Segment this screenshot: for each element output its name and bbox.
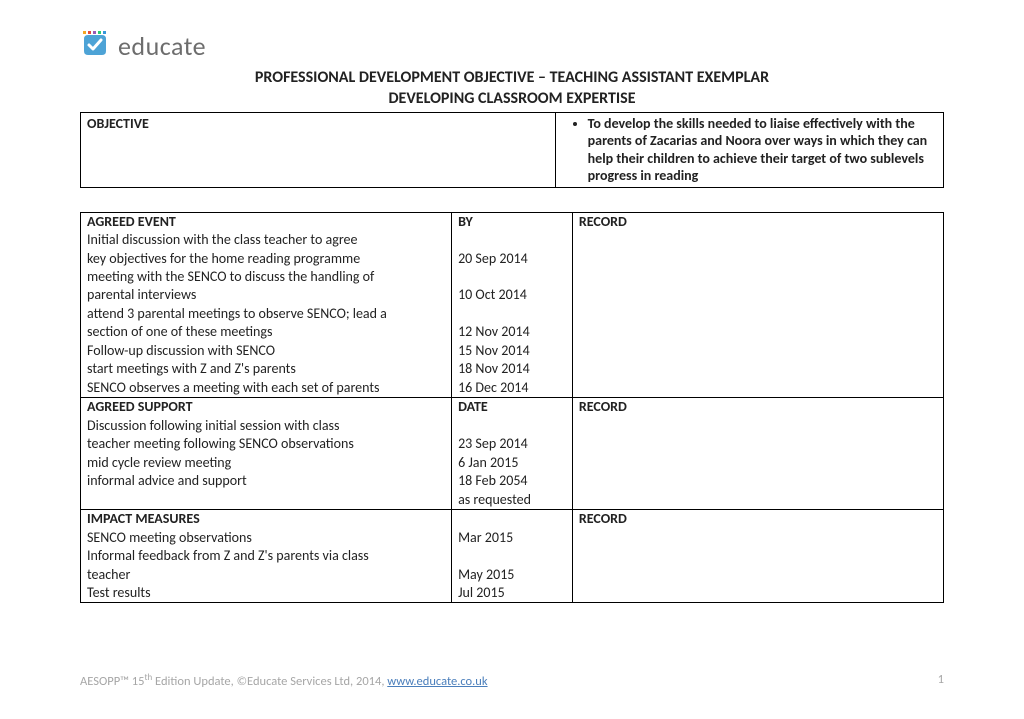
footer-text: AESOPP™ 15th Edition Update, ©Educate Se…: [80, 672, 488, 689]
table-row-record: [572, 454, 943, 472]
table-row-date: [452, 231, 573, 249]
objective-table: OBJECTIVE To develop the skills needed t…: [80, 112, 944, 188]
table-row-event: Test results: [81, 584, 452, 603]
agreed_event-header-left: AGREED EVENT: [81, 212, 452, 231]
table-row-event: teacher: [81, 566, 452, 584]
table-row-date: Jul 2015: [452, 584, 573, 603]
table-row-record: [572, 472, 943, 490]
table-row-record: [572, 286, 943, 304]
table-row-date: [452, 268, 573, 286]
table-row-record: [572, 379, 943, 398]
table-row-record: [572, 417, 943, 435]
table-row-date: 18 Nov 2014: [452, 360, 573, 378]
agreed_support-header-left: AGREED SUPPORT: [81, 398, 452, 417]
table-row-record: [572, 435, 943, 453]
table-row-record: [572, 360, 943, 378]
table-row-event: [81, 491, 452, 510]
title-line-1: PROFESSIONAL DEVELOPMENT OBJECTIVE – TEA…: [80, 68, 944, 89]
objective-bullet: To develop the skills needed to liaise e…: [588, 115, 937, 185]
table-row-record: [572, 250, 943, 268]
table-row-record: [572, 491, 943, 510]
objective-label: OBJECTIVE: [81, 112, 556, 187]
table-row-event: attend 3 parental meetings to observe SE…: [81, 305, 452, 323]
table-row-date: 23 Sep 2014: [452, 435, 573, 453]
table-row-event: start meetings with Z and Z's parents: [81, 360, 452, 378]
agreed_event-header-right: RECORD: [572, 212, 943, 231]
table-row-record: [572, 529, 943, 547]
table-row-date: 15 Nov 2014: [452, 342, 573, 360]
table-row-record: [572, 231, 943, 249]
agreed_support-header-right: RECORD: [572, 398, 943, 417]
table-row-record: [572, 305, 943, 323]
logo-text: educate: [118, 30, 206, 62]
table-row-event: teacher meeting following SENCO observat…: [81, 435, 452, 453]
table-row-event: Initial discussion with the class teache…: [81, 231, 452, 249]
impact_measures-header-mid: [452, 510, 573, 529]
agreed_event-header-mid: BY: [452, 212, 573, 231]
table-row-record: [572, 547, 943, 565]
agreed_support-header-mid: DATE: [452, 398, 573, 417]
main-table: AGREED EVENTBYRECORDInitial discussion w…: [80, 212, 944, 604]
table-row-event: SENCO observes a meeting with each set o…: [81, 379, 452, 398]
table-row-date: 20 Sep 2014: [452, 250, 573, 268]
page-title: PROFESSIONAL DEVELOPMENT OBJECTIVE – TEA…: [80, 68, 944, 110]
table-row-event: mid cycle review meeting: [81, 454, 452, 472]
table-row-event: Follow-up discussion with SENCO: [81, 342, 452, 360]
table-row-date: [452, 417, 573, 435]
table-row-date: 16 Dec 2014: [452, 379, 573, 398]
footer-page-number: 1: [938, 672, 944, 689]
table-row-event: Informal feedback from Z and Z's parents…: [81, 547, 452, 565]
table-row-date: 12 Nov 2014: [452, 323, 573, 341]
table-row-date: [452, 305, 573, 323]
impact_measures-header-left: IMPACT MEASURES: [81, 510, 452, 529]
table-row-record: [572, 342, 943, 360]
table-row-event: key objectives for the home reading prog…: [81, 250, 452, 268]
table-row-record: [572, 584, 943, 603]
table-row-event: informal advice and support: [81, 472, 452, 490]
table-row-record: [572, 323, 943, 341]
footer-link[interactable]: www.educate.co.uk: [387, 674, 487, 689]
objective-text-cell: To develop the skills needed to liaise e…: [555, 112, 943, 187]
table-row-date: 10 Oct 2014: [452, 286, 573, 304]
logo: educate: [80, 30, 944, 62]
table-row-date: [452, 547, 573, 565]
table-row-event: meeting with the SENCO to discuss the ha…: [81, 268, 452, 286]
table-row-record: [572, 566, 943, 584]
footer: AESOPP™ 15th Edition Update, ©Educate Se…: [80, 672, 944, 689]
table-row-event: parental interviews: [81, 286, 452, 304]
impact_measures-header-right: RECORD: [572, 510, 943, 529]
table-row-date: May 2015: [452, 566, 573, 584]
table-row-event: section of one of these meetings: [81, 323, 452, 341]
table-row-date: as requested: [452, 491, 573, 510]
table-row-date: 6 Jan 2015: [452, 454, 573, 472]
title-line-2: DEVELOPING CLASSROOM EXPERTISE: [80, 89, 944, 110]
table-row-date: Mar 2015: [452, 529, 573, 547]
table-row-event: Discussion following initial session wit…: [81, 417, 452, 435]
logo-icon: [80, 31, 110, 61]
table-row-date: 18 Feb 2054: [452, 472, 573, 490]
table-row-event: SENCO meeting observations: [81, 529, 452, 547]
table-row-record: [572, 268, 943, 286]
